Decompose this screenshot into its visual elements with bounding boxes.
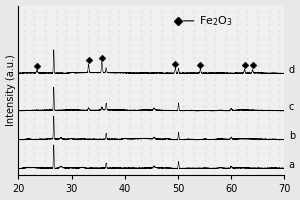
Text: b: b (289, 131, 295, 141)
Text: a: a (289, 160, 295, 170)
Y-axis label: Intensity (a.u.): Intensity (a.u.) (6, 55, 16, 126)
Text: c: c (289, 102, 294, 112)
Text: Fe$_2$O$_3$: Fe$_2$O$_3$ (199, 14, 233, 28)
Text: d: d (289, 65, 295, 75)
